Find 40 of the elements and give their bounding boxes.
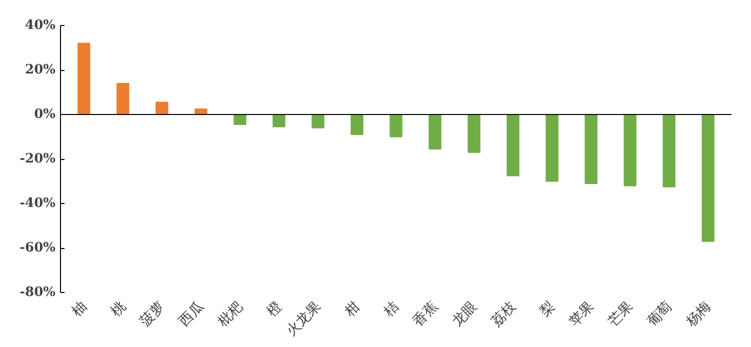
- y-tick-label: -40%: [20, 196, 56, 211]
- x-tick-label: 枇杷: [214, 298, 246, 330]
- bar: [350, 114, 364, 136]
- bar: [546, 114, 558, 182]
- bar: [624, 114, 636, 186]
- x-tick-label: 菠萝: [136, 298, 168, 329]
- x-tick-label: 荔枝: [488, 298, 519, 329]
- x-tick-label: 桃: [107, 298, 129, 320]
- x-tick-label: 香蕉: [410, 298, 441, 329]
- bar: [584, 114, 598, 184]
- y-tick-label: 0%: [34, 107, 56, 122]
- x-tick-label: 桔: [380, 298, 402, 320]
- bar: [506, 114, 520, 176]
- y-tick-label: -20%: [20, 152, 56, 166]
- bar: [272, 114, 286, 128]
- x-tick-label: 龙眼: [448, 298, 480, 329]
- y-tick-label: 20%: [25, 62, 56, 78]
- x-tick-label: 柚: [68, 298, 90, 320]
- bar: [390, 114, 402, 138]
- x-tick-label: 西瓜: [175, 298, 207, 329]
- x-tick-label: 杨梅: [682, 298, 714, 330]
- bar: [468, 114, 480, 153]
- bar: [428, 114, 442, 150]
- bar: [662, 114, 676, 188]
- bar: [702, 114, 714, 242]
- y-tick-label: -80%: [20, 285, 56, 300]
- x-tick-label: 葡萄: [644, 298, 675, 329]
- x-tick-label: 苹果: [566, 298, 597, 329]
- bar: [156, 102, 168, 115]
- x-tick-label: 柑: [340, 298, 363, 320]
- bar: [234, 114, 246, 126]
- x-tick-label: 梨: [536, 298, 558, 320]
- x-tick-label: 火龙果: [282, 298, 324, 339]
- bar: [116, 82, 130, 115]
- y-tick-label: -60%: [20, 240, 56, 256]
- x-tick-label: 橙: [263, 298, 285, 320]
- bar: [312, 114, 324, 128]
- y-tick-label: 40%: [25, 18, 56, 33]
- bar: [78, 42, 90, 115]
- x-tick-label: 芒果: [604, 298, 636, 329]
